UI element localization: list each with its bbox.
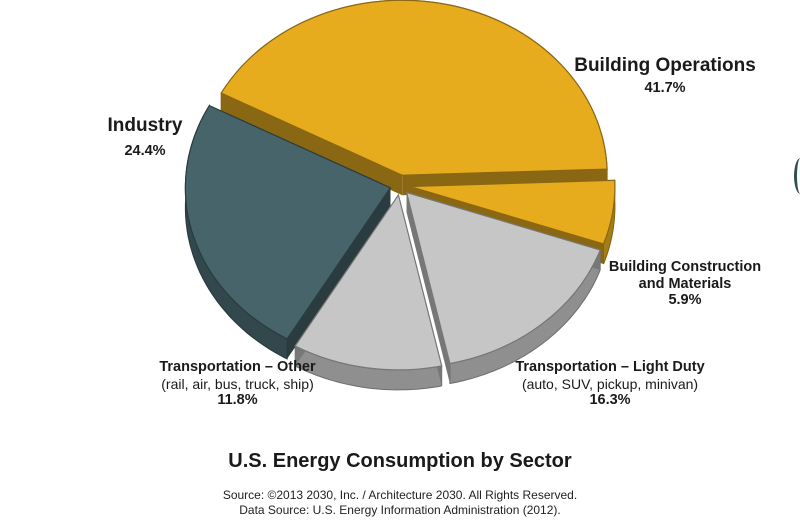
pie-slice-transportation-other: [294, 193, 443, 371]
label-transportation-other-name: Transportation – Other: [159, 359, 316, 375]
pie-slice-transportation-light-duty: [405, 191, 602, 365]
label-building-construction-name-1: Building Construction: [608, 259, 762, 275]
label-transportation-light-duty-value: 16.3%: [589, 391, 631, 408]
label-transportation-light-duty-detail: (auto, SUV, pickup, minivan): [521, 375, 699, 392]
pie-slice-face-2-1: [406, 192, 450, 384]
label-building-operations-value: 41.7%: [644, 79, 686, 96]
pie-slice-face-4-0: [287, 187, 391, 359]
label-industry: Industry 24.4%: [90, 115, 200, 160]
label-industry-value: 24.4%: [124, 142, 166, 159]
source-line-2: Data Source: U.S. Energy Information Adm…: [239, 503, 561, 517]
label-transportation-other-detail: (rail, air, bus, truck, ship): [161, 375, 314, 392]
pie-slice-face-0-0: [221, 93, 403, 196]
label-building-construction: Building Construction and Materials 5.9%: [595, 259, 775, 309]
pie-slice-building-construction-and-materials: [409, 179, 616, 245]
chart-title: U.S. Energy Consumption by Sector: [228, 450, 572, 472]
pie-slice-building-operations: [220, 0, 608, 176]
label-building-operations: Building Operations 41.7%: [560, 55, 770, 97]
pie-slice-industry: [184, 104, 392, 340]
label-building-operations-name: Building Operations: [574, 55, 756, 76]
label-building-construction-name-2: and Materials: [638, 275, 732, 292]
source-line-1: Source: ©2013 2030, Inc. / Architecture …: [222, 488, 578, 502]
edge-decoration: [794, 158, 800, 194]
label-building-construction-value: 5.9%: [668, 292, 702, 309]
label-industry-name: Industry: [107, 115, 183, 136]
label-transportation-light-duty: Transportation – Light Duty (auto, SUV, …: [495, 359, 725, 408]
label-transportation-light-duty-name: Transportation – Light Duty: [515, 359, 705, 375]
label-transportation-other-value: 11.8%: [217, 391, 258, 408]
label-transportation-other: Transportation – Other (rail, air, bus, …: [125, 359, 350, 408]
